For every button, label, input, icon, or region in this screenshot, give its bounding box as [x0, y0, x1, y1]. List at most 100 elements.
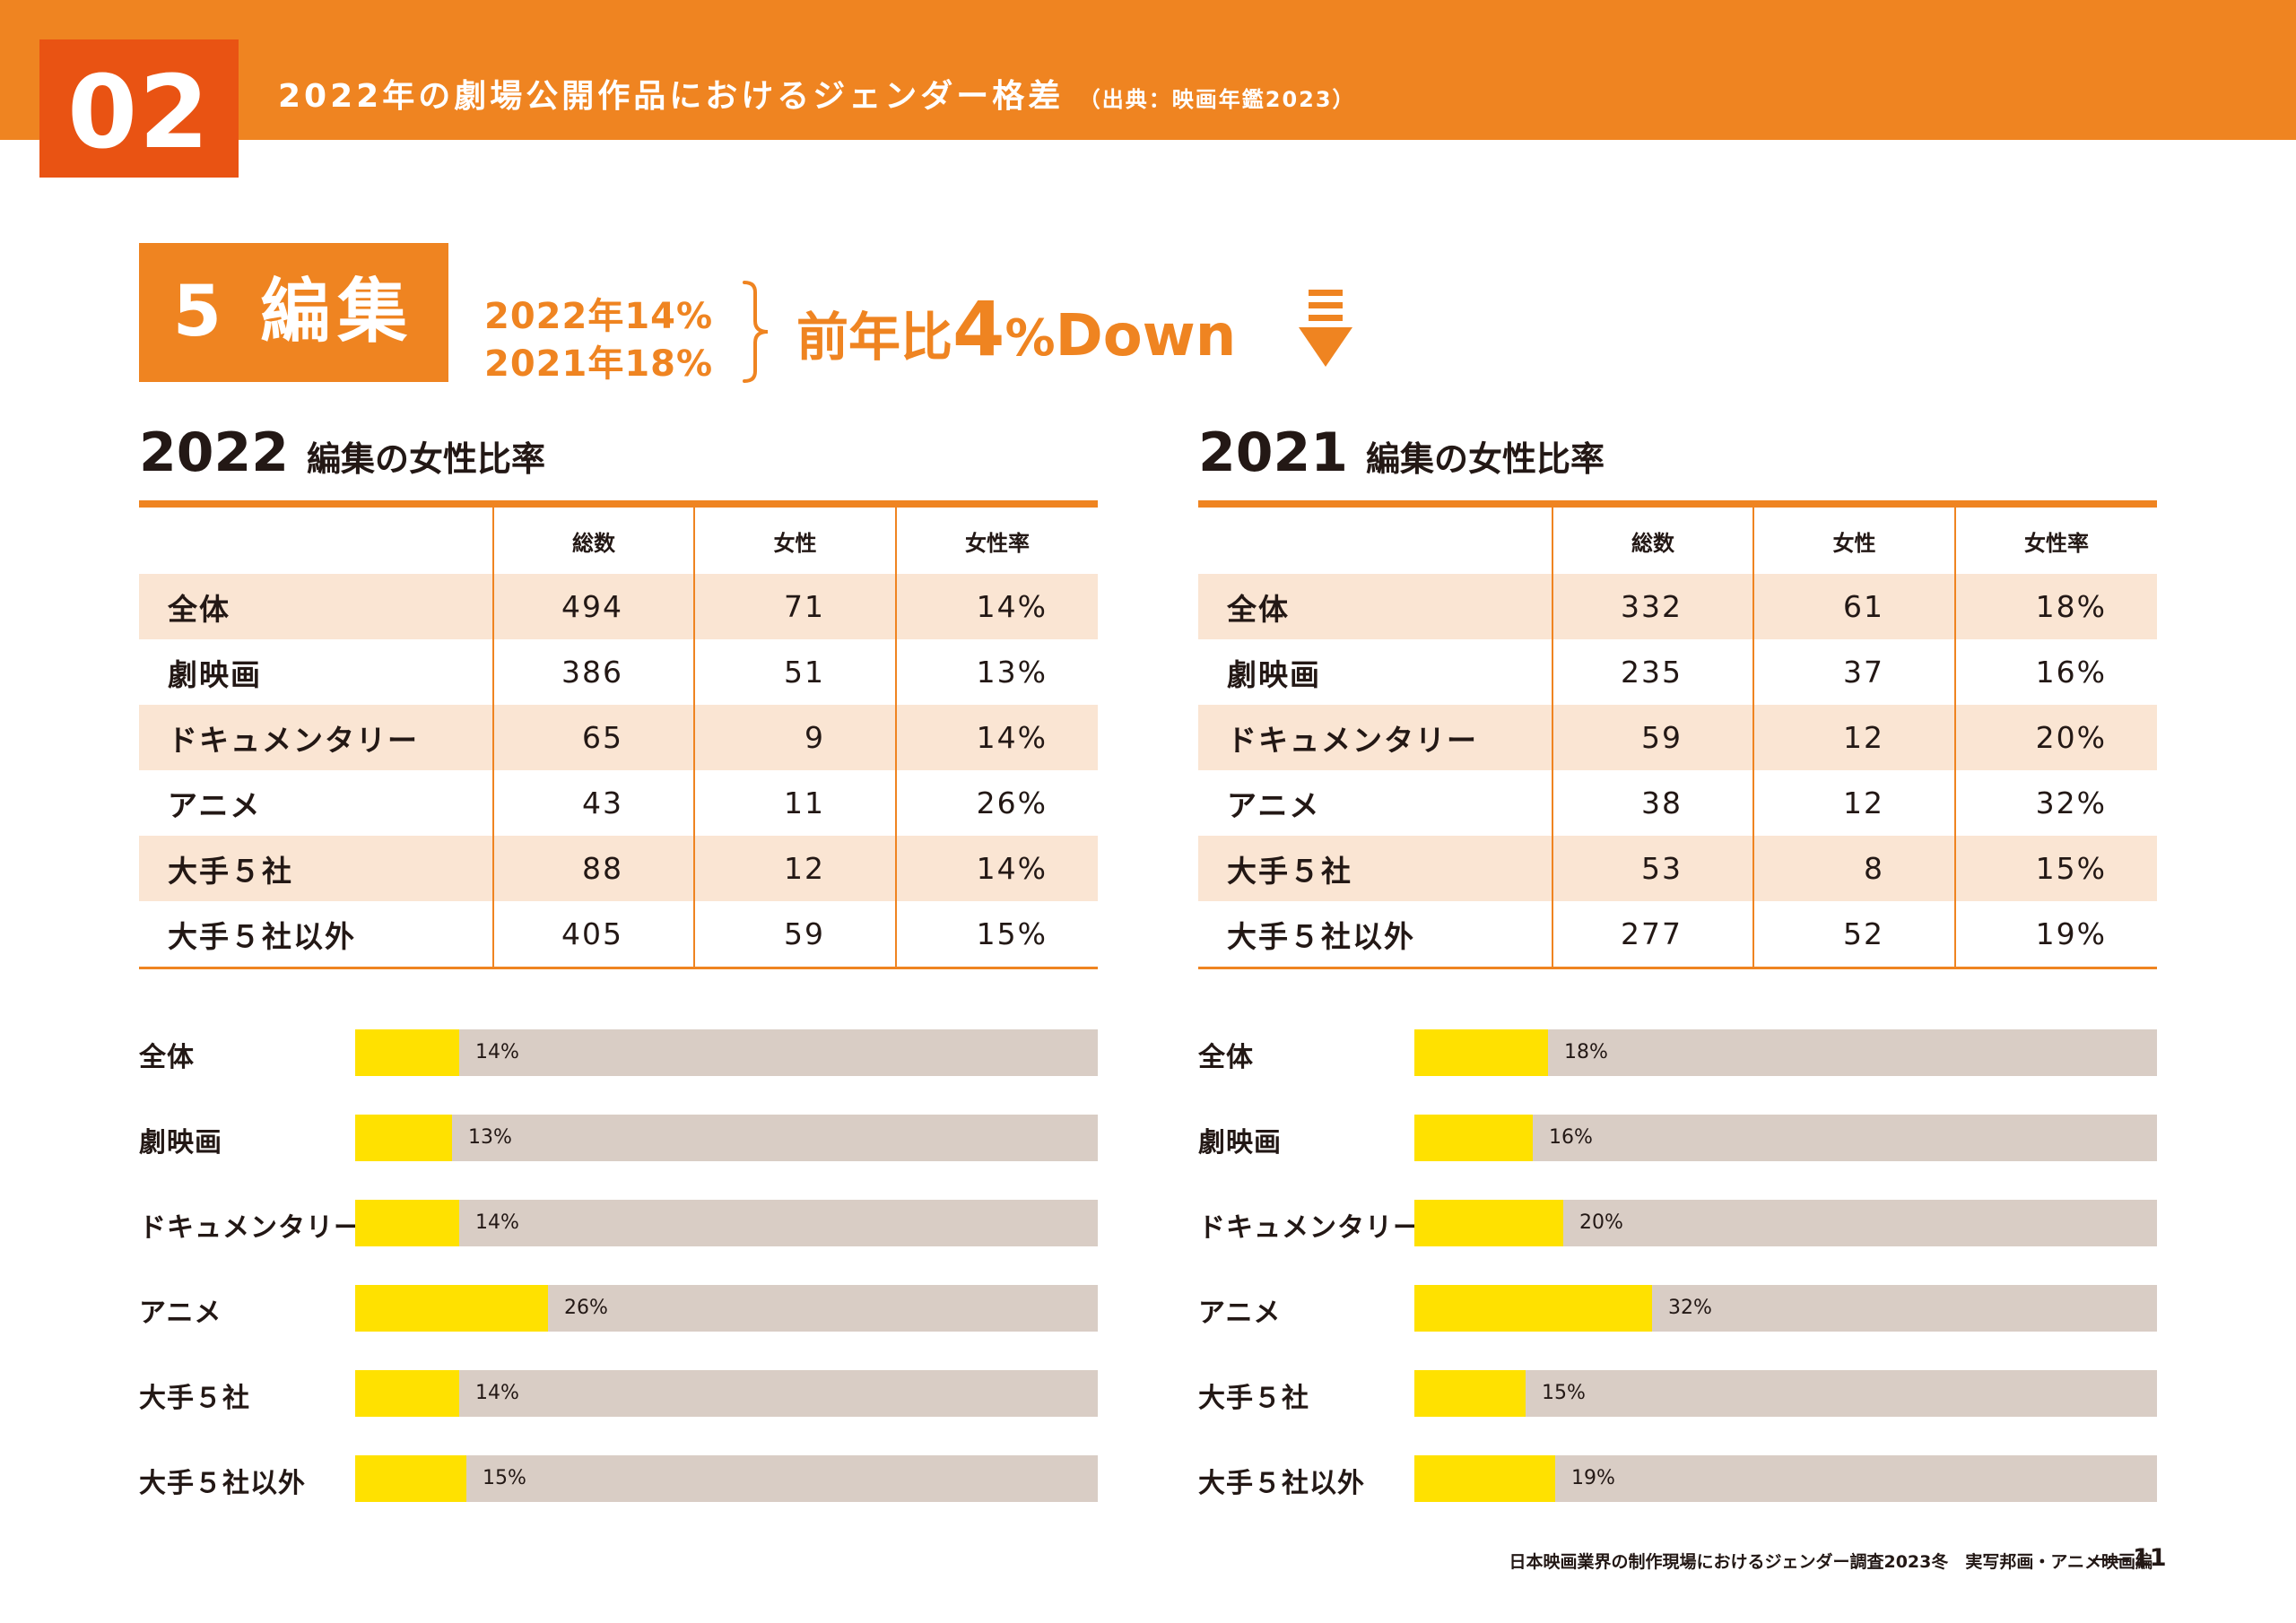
bar-track: 14%	[355, 1200, 1098, 1246]
bar-track: 14%	[355, 1029, 1098, 1076]
cell-rate: 16%	[1954, 639, 2157, 705]
cell-rate: 19%	[1954, 901, 2157, 969]
footer-text: 日本映画業界の制作現場におけるジェンダー調査2023冬 実写邦画・アニメ映画編	[1509, 1552, 2152, 1572]
cell-female: 61	[1752, 574, 1955, 639]
bar	[1414, 1455, 1555, 1502]
bar-track: 32%	[1414, 1285, 2157, 1332]
bar-value-label: 14%	[475, 1041, 519, 1063]
bar-category-label: 大手５社	[139, 1383, 250, 1414]
bar-category-label: ドキュメンタリー	[139, 1212, 361, 1244]
brace-icon	[743, 281, 769, 383]
footer-divider	[2093, 1558, 2129, 1560]
cell-rate: 14%	[895, 705, 1098, 770]
bar-category-label: 劇映画	[139, 1127, 222, 1159]
category-label: 5 編集	[172, 272, 415, 352]
cell-total: 235	[1552, 639, 1753, 705]
category-box	[139, 243, 448, 382]
column-header-total: 総数	[1552, 500, 1753, 574]
bar	[1414, 1115, 1533, 1161]
section-number-box	[39, 39, 239, 178]
table-row: 大手５社以外 277 52 19%	[1198, 901, 2157, 969]
table-row: アニメ 38 12 32%	[1198, 770, 2157, 836]
row-label: 劇映画	[168, 656, 262, 692]
down-arrow-icon	[1299, 290, 1352, 367]
bar-track: 19%	[1414, 1455, 2157, 1502]
column-header-rate: 女性率	[895, 500, 1098, 574]
cell-total: 88	[492, 836, 694, 901]
cell-rate: 14%	[895, 836, 1098, 901]
column-header-female: 女性	[1752, 500, 1955, 574]
cell-total: 386	[492, 639, 694, 705]
row-label: ドキュメンタリー	[1198, 705, 1552, 770]
cell-rate: 13%	[895, 639, 1098, 705]
bar-track: 15%	[355, 1455, 1098, 1502]
cell-female: 59	[693, 901, 896, 969]
bar-track: 14%	[355, 1370, 1098, 1417]
year-over-year: 前年比4%Down	[796, 285, 1236, 373]
cell-rate: 20%	[1954, 705, 2157, 770]
table-row: 全体 494 71 14%	[139, 574, 1098, 639]
cell-female: 8	[1752, 836, 1955, 901]
comparison-2022: 2022年14%	[484, 296, 714, 337]
table-heading-2021: 2021 編集の女性比率	[1198, 421, 1605, 484]
row-label: 大手５社	[139, 836, 493, 901]
cell-female: 12	[693, 836, 896, 901]
yoy-prefix: 前年比	[796, 307, 953, 368]
bar	[355, 1115, 452, 1161]
bar-track: 15%	[1414, 1370, 2157, 1417]
bar-value-label: 14%	[475, 1382, 519, 1404]
yoy-unit: %	[1004, 309, 1056, 368]
bar-value-label: 13%	[468, 1126, 512, 1149]
bar-value-label: 19%	[1571, 1467, 1615, 1489]
cell-total: 332	[1552, 574, 1753, 639]
table-row: アニメ 43 11 26%	[139, 770, 1098, 836]
bar-track: 16%	[1414, 1115, 2157, 1161]
bar-category-label: ドキュメンタリー	[1198, 1212, 1421, 1244]
cell-rate: 26%	[895, 770, 1098, 836]
bar-category-label: 大手５社	[1198, 1383, 1309, 1414]
cell-female: 51	[693, 639, 896, 705]
bar-category-label: アニメ	[1198, 1298, 1282, 1329]
cell-female: 11	[693, 770, 896, 836]
table-year: 2022	[139, 421, 289, 484]
cell-female: 37	[1752, 639, 1955, 705]
bar	[355, 1285, 548, 1332]
cell-rate: 18%	[1954, 574, 2157, 639]
bar	[1414, 1200, 1563, 1246]
comparison-2021: 2021年18%	[484, 343, 714, 385]
row-label: アニメ	[1227, 787, 1321, 823]
bar-category-label: アニメ	[139, 1298, 222, 1329]
bar	[355, 1370, 459, 1417]
cell-rate: 15%	[895, 901, 1098, 969]
bar	[355, 1455, 466, 1502]
cell-total: 277	[1552, 901, 1753, 969]
cell-total: 59	[1552, 705, 1753, 770]
bar-track: 20%	[1414, 1200, 2157, 1246]
cell-total: 43	[492, 770, 694, 836]
cell-total: 494	[492, 574, 694, 639]
table-row: 大手５社 88 12 14%	[139, 836, 1098, 901]
row-label: ドキュメンタリー	[139, 705, 493, 770]
column-header-total: 総数	[492, 500, 694, 574]
cell-female: 52	[1752, 901, 1955, 969]
bar-category-label: 劇映画	[1198, 1127, 1282, 1159]
section-number: 02	[67, 55, 211, 171]
row-label: アニメ	[168, 787, 262, 823]
bar-category-label: 大手５社以外	[139, 1468, 306, 1499]
bar-value-label: 32%	[1668, 1297, 1712, 1319]
table-year: 2021	[1198, 421, 1348, 484]
table-subtitle: 編集の女性比率	[307, 439, 546, 479]
bar	[1414, 1285, 1652, 1332]
table-row: ドキュメンタリー 59 12 20%	[1198, 705, 2157, 770]
header-band	[0, 0, 2296, 140]
table-2022: 総数 女性 女性率 全体 494 71 14% 劇映画 386 51 13% ドキュメンタリ…	[139, 500, 1098, 969]
row-label: 大手５社以外	[1198, 901, 1552, 969]
cell-rate: 14%	[895, 574, 1098, 639]
bar	[1414, 1029, 1548, 1076]
cell-total: 405	[492, 901, 694, 969]
cell-total: 38	[1552, 770, 1753, 836]
table-row: 劇映画 235 37 16%	[1198, 639, 2157, 705]
table-row: ドキュメンタリー 65 9 14%	[139, 705, 1098, 770]
cell-female: 71	[693, 574, 896, 639]
table-row: 大手５社 53 8 15%	[1198, 836, 2157, 901]
